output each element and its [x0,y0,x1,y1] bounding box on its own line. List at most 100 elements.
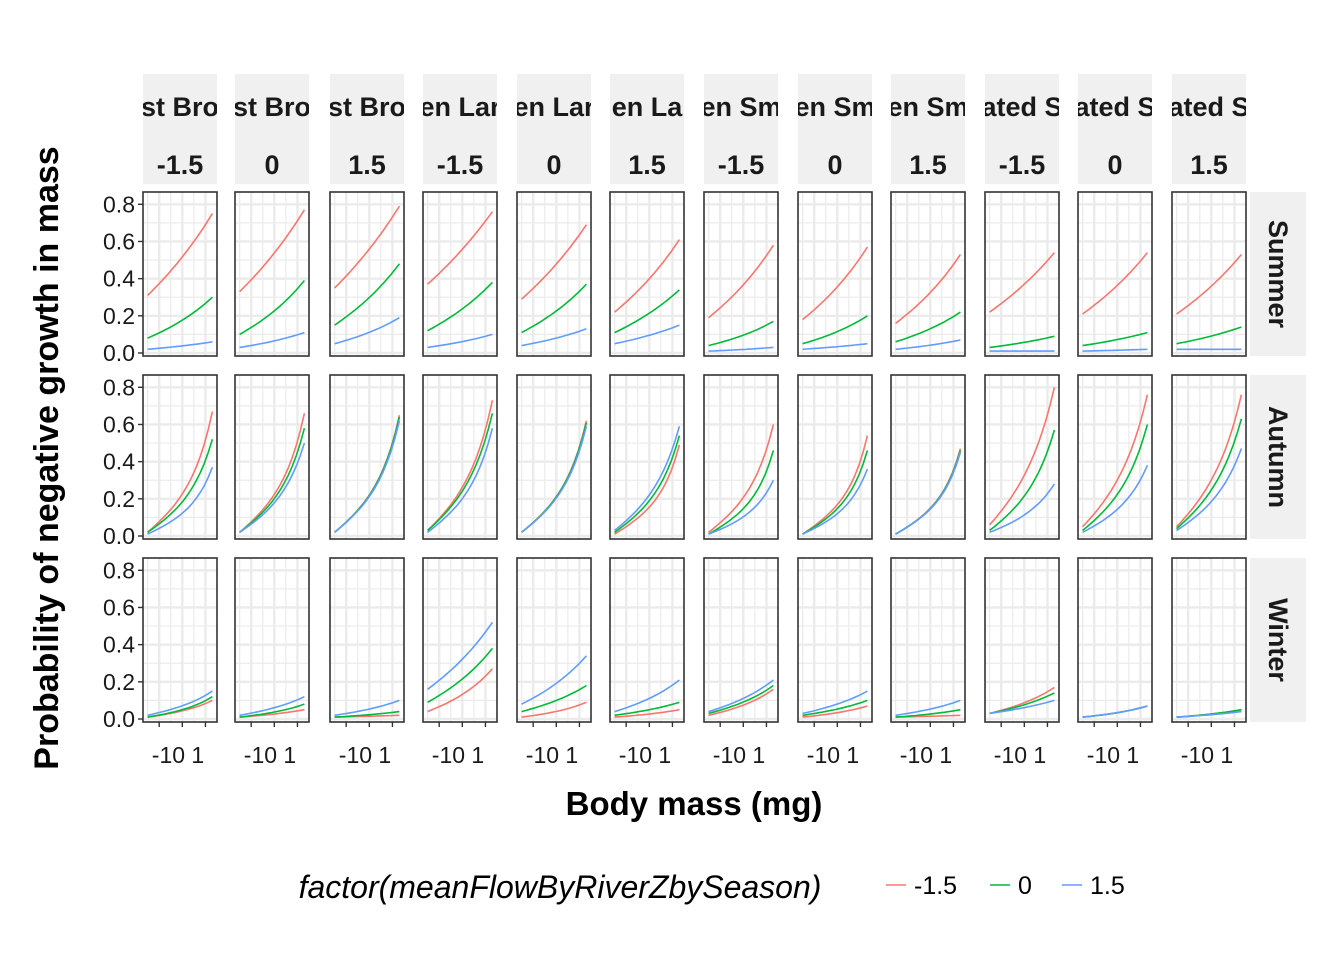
x-tick-label: -10 1 [619,742,671,768]
series-line-0 [1082,331,1148,347]
series-line--1.5 [1082,252,1149,315]
facet-panel [516,191,592,357]
series-line--1.5 [895,254,962,324]
row-strip-label: Summer [1263,220,1293,329]
panel-border [516,557,592,723]
facet-panel [984,374,1060,540]
column-strip-label: st Bro [141,92,219,122]
column-strip-label: en Lar [419,92,501,122]
panel-border [329,374,405,540]
facet-panel [516,374,592,540]
series-line--1.5 [802,246,869,321]
facet-panel [329,191,405,357]
column-strip-level: -1.5 [157,150,204,180]
panel-border [609,374,685,540]
series-line-1.5 [427,333,493,349]
x-axis-title: Body mass (mg) [566,785,823,822]
series-line-1.5 [334,420,401,533]
panel-border [609,191,685,357]
facet-panel [609,557,685,723]
series-line--1.5 [708,244,775,319]
facet-panel [890,374,966,540]
y-tick-label: 0.4 [103,449,135,475]
strip-background [423,74,497,184]
series-line-1.5 [427,621,494,690]
facet-panel [797,557,873,723]
strip-background [1078,74,1152,184]
series-line-0 [1176,326,1242,345]
series-line-1.5 [895,452,962,535]
x-tick-label: -10 1 [244,742,296,768]
series-line-1.5 [239,331,305,349]
panel-border [1171,557,1247,723]
series-line-0 [239,279,306,336]
column-strip-level: 0 [264,150,279,180]
facet-panel [609,191,685,357]
series-line-1.5 [1082,348,1148,352]
legend-title: factor(meanFlowByRiverZbySeason) [299,869,822,905]
panel-border [703,374,779,540]
series-line-0 [614,289,680,334]
series-line-0 [521,283,587,334]
series-line-0 [989,429,1056,532]
series-line-1.5 [1082,465,1149,534]
column-strip: ated S -1.5 [981,74,1062,184]
series-line--1.5 [802,705,868,718]
y-tick-label: 0.6 [103,594,135,620]
facet-panel [890,557,966,723]
series-line-1.5 [989,699,1055,715]
column-strip-level: -1.5 [718,150,765,180]
column-strip: en Lar 0 [513,74,595,184]
column-strip-label: en La [612,92,684,122]
series-line-0 [989,335,1055,349]
column-strip-level: 1.5 [628,150,666,180]
series-line-0 [239,703,305,718]
series-line--1.5 [708,424,775,533]
facet-panel [703,374,779,540]
strip-background [143,74,217,184]
series-line-1.5 [239,442,306,533]
column-strip-label: en Lar [513,92,595,122]
legend-item: -1.5 [886,872,957,900]
y-tick-label: 0.4 [103,632,135,658]
facet-panel [797,374,873,540]
legend-label: 0 [1018,872,1032,900]
column-strip-label: st Bro [233,92,311,122]
series-line-1.5 [614,426,681,532]
series-line--1.5 [708,688,774,717]
column-strip-label: en Sm [887,92,968,122]
panel-border [234,374,310,540]
panel-border [1077,191,1153,357]
legend-item: 1.5 [1062,872,1125,900]
series-line--1.5 [239,209,306,293]
strip-background [517,74,591,184]
series-line-1.5 [427,427,494,533]
series-line-0 [895,311,961,343]
y-tick-label: 0.8 [103,374,135,400]
panel-border [703,557,779,723]
column-strip: ated S 1.5 [1172,74,1246,184]
series-line--1.5 [802,435,869,535]
y-tick-label: 0.2 [103,303,135,329]
series-line-1.5 [239,695,305,717]
panel-border [422,374,498,540]
facet-panel [984,557,1060,723]
series-line-1.5 [334,699,400,717]
panel-border [890,374,966,540]
series-line-0 [334,263,401,326]
facet-panel [1171,557,1247,723]
column-strip-label: ated S [981,92,1062,122]
series-line-1.5 [147,341,213,351]
series-line--1.5 [614,239,681,313]
facet-panel [1171,191,1247,357]
panel-border [234,557,310,723]
strip-background [1250,192,1306,356]
series-line-1.5 [1082,705,1148,718]
series-line-0 [708,684,774,715]
series-line-1.5 [895,699,961,717]
legend-items: -1.5 0 1.5 [886,872,1125,900]
panel-border [142,191,218,357]
panel-border [797,557,873,723]
panel-border [329,191,405,357]
